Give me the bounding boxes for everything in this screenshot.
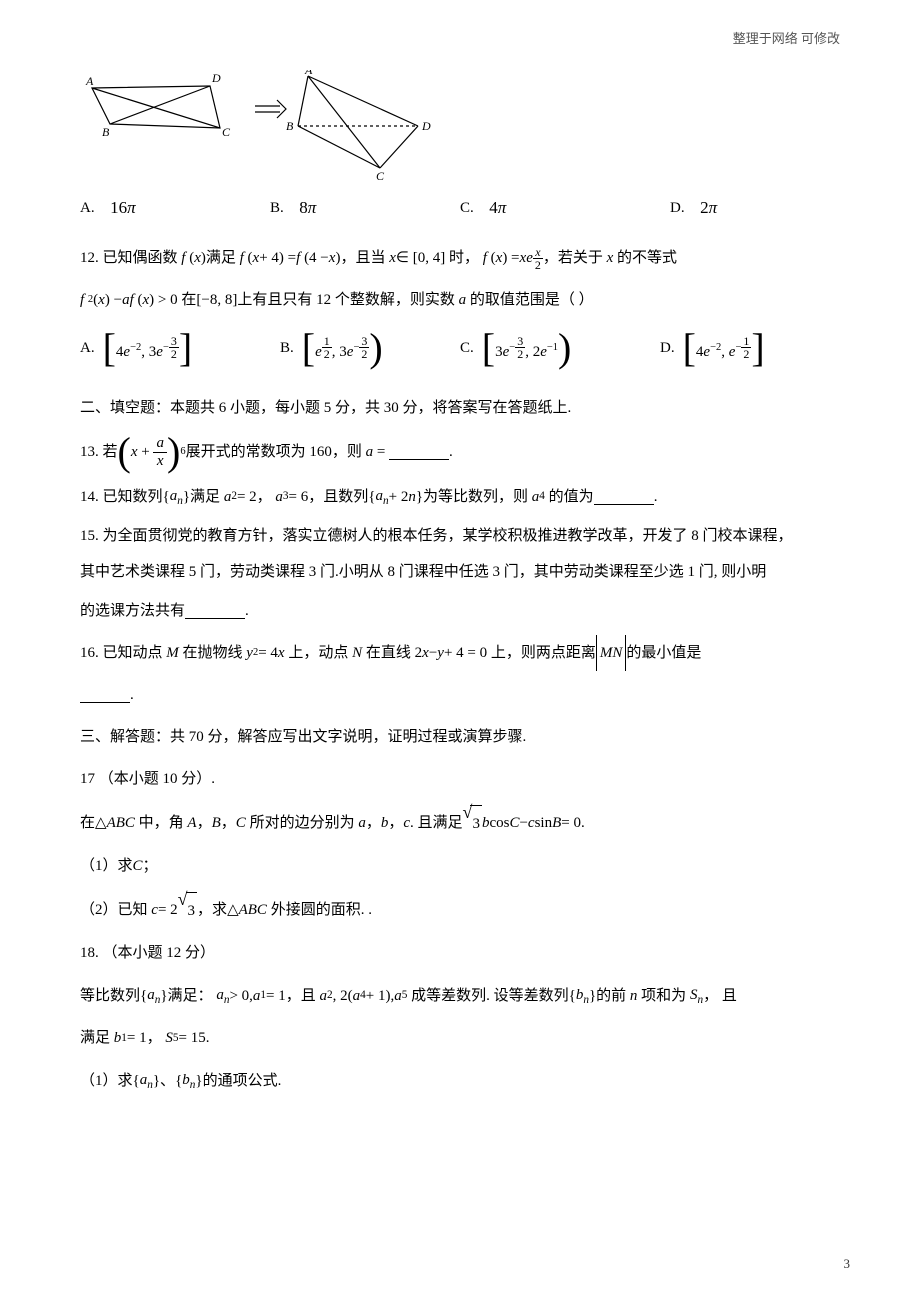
q18-line2: 满足 b1 = 1 ， S5 = 15 . xyxy=(80,1020,840,1056)
svg-text:C: C xyxy=(222,125,231,139)
q17-part2: （2）已知 c = 2√3 ，求 △ABC 外接圆的面积. . xyxy=(80,890,840,929)
svg-text:B: B xyxy=(102,125,110,139)
q17-part1: （1）求 C ； xyxy=(80,848,840,884)
q18-title: 18. （本小题 12 分） xyxy=(80,935,840,971)
page-number: 3 xyxy=(844,1256,851,1272)
svg-text:D: D xyxy=(421,119,431,133)
section3-heading: 三、解答题：共 70 分，解答应写出文字说明，证明过程或演算步骤. xyxy=(80,719,840,755)
q12-text-2: f 2(x) − af (x) > 0 在 [−8, 8] 上有且只有 12 个… xyxy=(80,282,840,318)
q18-line1: 等比数列 {an} 满足： an > 0, a1 = 1 ，且 a2, 2(a4… xyxy=(80,977,840,1014)
q15-line1: 15. 为全面贯彻党的教育方针，落实立德树人的根本任务，某学校积极推进教学改革，… xyxy=(80,521,840,551)
q13: 13. 若 ( x + ax ) 6 展开式的常数项为 160，则 a = . xyxy=(80,432,840,472)
q14: 14. 已知数列 {an} 满足 a2 = 2 ， a3 = 6 ，且数列 {a… xyxy=(80,478,840,515)
header-note: 整理于网络 可修改 xyxy=(733,28,840,47)
svg-text:A: A xyxy=(85,74,94,88)
q16-blank: . xyxy=(80,677,840,713)
svg-text:B: B xyxy=(286,119,294,133)
q16: 16. 已知动点 M 在抛物线 y2 = 4x 上，动点 N 在直线 2x − … xyxy=(80,635,840,671)
q18-part1: （1）求 {an} 、 {bn} 的通项公式. xyxy=(80,1062,840,1099)
q15-line3: 的选课方法共有 . xyxy=(80,593,840,629)
geometry-diagram: A B C D A B C D xyxy=(80,70,840,180)
q12-text: 12. 已知偶函数 f (x) 满足 f (x + 4) = f (4 − x)… xyxy=(80,240,840,276)
svg-text:D: D xyxy=(211,71,221,85)
q12-options: A. [ 4e−2, 3e−32 ] B. [ e12, 3e−32 ) C. … xyxy=(80,328,840,368)
q17-line1: 在 △ABC 中，角 A ， B ， C 所对的边分别为 a ， b ， c .… xyxy=(80,803,840,842)
svg-text:C: C xyxy=(376,169,385,180)
svg-text:A: A xyxy=(304,70,313,77)
q15-line2: 其中艺术类课程 5 门，劳动类课程 3 门.小明从 8 门课程中任选 3 门，其… xyxy=(80,557,840,587)
section2-heading: 二、填空题：本题共 6 小题，每小题 5 分，共 30 分，将答案写在答题纸上. xyxy=(80,390,840,426)
q17-title: 17 （本小题 10 分）. xyxy=(80,761,840,797)
q11-options: A. 16π B. 8π C. 4π D. 2π xyxy=(80,198,840,218)
